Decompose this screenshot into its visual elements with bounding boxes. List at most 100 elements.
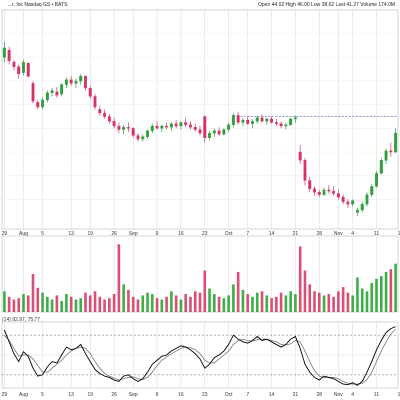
candle-body [241, 119, 245, 123]
volume-bar [184, 294, 187, 312]
volume-bar [88, 295, 92, 312]
volume-bar [203, 270, 207, 312]
volume-bar [232, 284, 235, 312]
candle-body [289, 118, 293, 125]
candle-body [131, 128, 135, 136]
x-tick-label-bottom: 16 [178, 392, 184, 398]
candle-body [322, 189, 326, 195]
volume-bar [308, 284, 312, 312]
volume-bar [174, 295, 178, 312]
volume-bar [84, 292, 87, 312]
x-tick-label-bottom: Nov [334, 392, 343, 398]
candle-body [98, 109, 102, 114]
volume-bar [98, 296, 102, 312]
candle-body [7, 50, 11, 62]
candle-body [69, 79, 73, 84]
candle-body [341, 196, 345, 202]
volume-bar [341, 287, 345, 312]
x-tick-label-bottom: 11 [374, 392, 379, 398]
volume-bar [127, 289, 130, 312]
x-tick-label-bottom: 29 [2, 392, 8, 398]
volume-bar [170, 291, 173, 312]
candle-body [222, 129, 226, 135]
candle-body [251, 121, 254, 124]
volume-bar [298, 246, 302, 312]
candle-body [332, 190, 336, 194]
candle-body [231, 115, 235, 125]
price-panel [2, 41, 398, 216]
x-tick-label-bottom: 13 [68, 392, 74, 398]
candle-body [169, 123, 173, 128]
x-tick-label: Sep [129, 231, 138, 237]
candle-body [117, 125, 121, 130]
axis-labels: 29 29 Aug Aug 5 5 13 13 19 19 26 26 Sep Sep 9 9 16 16 23 23… [2, 231, 400, 398]
volume-bar [303, 270, 307, 312]
volume-bar [317, 292, 321, 312]
x-tick-label: Nov [334, 231, 343, 237]
x-tick-label: 4 [351, 231, 354, 237]
x-tick-label: 11 [374, 231, 379, 237]
volume-bar [3, 291, 6, 312]
x-tick-label-bottom: 21 [293, 392, 299, 398]
stochastics-d-line [4, 328, 396, 385]
candle-body [107, 116, 111, 122]
volume-bar [112, 294, 116, 312]
volume-bar [313, 291, 316, 312]
candle-body [136, 135, 140, 140]
stochastics-k-line [3, 326, 396, 386]
candle-body [260, 117, 264, 122]
candle-body [160, 125, 164, 129]
volume-bar [389, 269, 393, 312]
candle-body [60, 84, 64, 95]
x-tick-label: 29 [2, 231, 8, 237]
volume-bar [241, 289, 245, 312]
candle-body [246, 119, 250, 124]
volume-bar [294, 294, 297, 312]
volume-bar [379, 276, 383, 312]
volume-bar [337, 291, 340, 312]
volume-bar [270, 298, 273, 312]
x-tick-label-bottom: 23 [202, 392, 208, 398]
volume-bar [160, 299, 164, 312]
volume-bar [198, 292, 202, 312]
x-tick-label: Aug [19, 231, 28, 237]
volume-bar [93, 291, 97, 312]
candle-body [12, 61, 16, 67]
volume-bar [65, 294, 68, 312]
candle-body [308, 180, 312, 189]
x-tick-label: 19 [87, 231, 93, 237]
x-tick-label: 7 [246, 231, 249, 237]
candle-body [317, 192, 321, 195]
x-tick-label: 16 [178, 231, 184, 237]
volume-bar [55, 295, 59, 312]
volume-bar [327, 294, 331, 312]
volume-bar [251, 296, 254, 312]
candle-body [236, 115, 240, 123]
volume-bar [50, 299, 54, 312]
x-tick-label-bottom: 18 [398, 392, 400, 398]
x-tick-label-bottom: 9 [156, 392, 159, 398]
x-tick-label-bottom: Oct [225, 392, 233, 398]
x-tick-label: 13 [68, 231, 74, 237]
candle-body [346, 201, 350, 205]
candle-body [188, 124, 192, 128]
x-tick-label: 5 [41, 231, 44, 237]
x-tick-label: Oct [225, 231, 233, 237]
x-tick-label-bottom: 5 [41, 392, 44, 398]
grid-layer [1, 9, 399, 389]
volume-bar [384, 271, 388, 312]
symbol-line: ...r, Inc Nasdaq GS • BATS [8, 2, 68, 8]
volume-bar [255, 292, 259, 312]
candle-body [284, 124, 288, 127]
candle-body [146, 130, 149, 137]
volume-bar [222, 298, 226, 312]
candle-body [298, 151, 302, 161]
candle-body [26, 63, 30, 77]
volume-bar [217, 296, 221, 312]
volume-bar [284, 295, 288, 312]
volume-bar [36, 287, 40, 312]
x-tick-label: 21 [293, 231, 299, 237]
candle-body [203, 116, 207, 138]
